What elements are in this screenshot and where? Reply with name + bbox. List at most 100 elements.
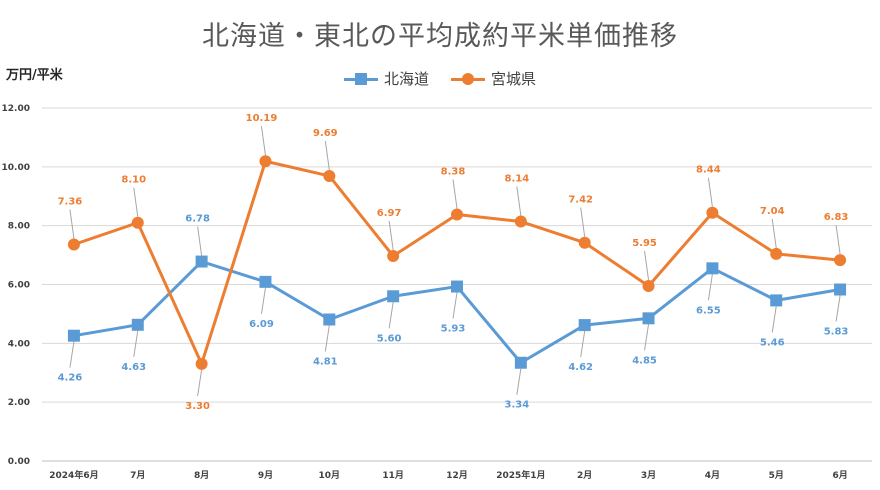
data-label: 4.85 xyxy=(632,355,657,366)
y-tick-label: 8.00 xyxy=(8,222,30,232)
data-label: 3.30 xyxy=(185,401,210,412)
chart-title: 北海道・東北の平均成約平米単価推移 xyxy=(202,21,678,52)
data-label-leader xyxy=(452,179,458,209)
data-point xyxy=(387,249,400,262)
data-label: 6.97 xyxy=(377,208,402,219)
data-label-leader xyxy=(516,368,522,395)
data-point xyxy=(323,313,336,326)
y-tick-label: 2.00 xyxy=(8,398,30,408)
legend-swatch-hokkaido xyxy=(343,72,378,86)
data-label: 9.69 xyxy=(313,128,338,139)
data-point xyxy=(259,155,272,168)
x-tick-label: 2024年6月 xyxy=(49,469,98,481)
x-tick-label: 7月 xyxy=(130,470,145,481)
data-label-leader xyxy=(197,226,203,256)
data-label: 4.26 xyxy=(58,373,83,384)
data-point xyxy=(578,319,591,332)
data-label-leader xyxy=(516,186,522,216)
data-label: 5.93 xyxy=(441,324,466,335)
data-label-leader xyxy=(707,177,713,207)
data-point xyxy=(770,294,783,307)
x-tick-label: 6月 xyxy=(832,470,847,481)
y-tick-label: 12.00 xyxy=(2,104,30,114)
data-point xyxy=(195,255,208,268)
data-label-leader xyxy=(260,287,266,314)
data-label-leader xyxy=(771,218,777,248)
data-point xyxy=(834,254,847,267)
data-label: 7.42 xyxy=(568,195,593,206)
data-label: 8.10 xyxy=(121,175,146,186)
data-label-leader xyxy=(580,207,586,237)
data-point xyxy=(834,283,847,296)
data-label: 7.36 xyxy=(58,196,83,207)
data-label-leader xyxy=(69,209,75,239)
data-label-leader xyxy=(69,341,75,368)
x-tick-label: 8月 xyxy=(194,470,209,481)
data-label: 4.62 xyxy=(568,362,593,373)
data-label-leader xyxy=(835,295,841,322)
series-line-0 xyxy=(73,260,841,365)
x-tick-label: 12月 xyxy=(446,470,468,481)
data-label: 8.44 xyxy=(696,165,721,176)
y-tick-label: 4.00 xyxy=(8,339,30,349)
data-point xyxy=(451,208,463,221)
data-point xyxy=(387,290,400,303)
x-tick-label: 4月 xyxy=(705,470,720,481)
data-label-leader xyxy=(452,292,458,319)
data-point xyxy=(67,329,80,342)
data-label: 8.38 xyxy=(441,166,466,177)
x-tick-label: 11月 xyxy=(382,470,404,481)
data-label-leader xyxy=(580,331,586,358)
data-point xyxy=(451,280,463,293)
y-tick-label: 10.00 xyxy=(2,163,30,173)
data-label-leader xyxy=(324,140,330,171)
y-tick-label: 6.00 xyxy=(8,281,30,291)
x-tick-label: 3月 xyxy=(641,470,656,481)
data-point xyxy=(706,206,719,219)
data-point xyxy=(131,216,144,229)
data-label: 5.83 xyxy=(824,327,849,338)
data-label: 10.19 xyxy=(246,113,278,124)
data-point xyxy=(514,356,527,369)
x-tick-label: 10月 xyxy=(319,470,341,481)
data-point xyxy=(642,312,655,325)
x-tick-label: 5月 xyxy=(769,470,784,481)
chart-legend: 北海道 宮城県 xyxy=(0,68,880,89)
data-label-leader xyxy=(197,369,203,397)
legend-item-miyagi: 宮城県 xyxy=(451,68,536,89)
data-label: 5.46 xyxy=(760,337,785,348)
y-axis-unit-label: 万円/平米 xyxy=(6,68,63,83)
data-point xyxy=(642,279,655,292)
data-point xyxy=(514,215,527,228)
x-tick-label: 2月 xyxy=(577,470,592,481)
data-label-leader xyxy=(133,187,139,217)
data-label-leader xyxy=(644,250,650,281)
data-point xyxy=(323,169,336,182)
data-point xyxy=(131,318,144,331)
x-tick-label: 9月 xyxy=(258,470,273,481)
data-point xyxy=(706,262,719,275)
x-tick-label: 2025年1月 xyxy=(496,469,545,481)
data-label: 6.78 xyxy=(185,214,210,225)
data-point xyxy=(195,357,208,370)
data-point xyxy=(259,275,272,288)
data-label: 7.04 xyxy=(760,206,785,217)
data-point xyxy=(770,247,783,260)
data-label-leader xyxy=(771,306,777,333)
data-label: 4.63 xyxy=(121,362,146,373)
data-label-leader xyxy=(324,325,330,352)
data-label: 5.60 xyxy=(377,333,402,344)
data-label: 8.14 xyxy=(505,174,530,185)
data-label: 4.81 xyxy=(313,357,338,368)
data-label-leader xyxy=(707,274,713,301)
y-tick-label: 0.00 xyxy=(8,457,30,467)
data-label: 6.55 xyxy=(696,305,721,316)
data-point xyxy=(67,238,80,251)
data-label: 6.83 xyxy=(824,212,849,223)
data-label: 6.09 xyxy=(249,319,274,330)
data-label-leader xyxy=(388,302,394,329)
data-label-leader xyxy=(644,324,650,351)
legend-label-miyagi: 宮城県 xyxy=(491,70,537,88)
data-label-leader xyxy=(133,330,139,357)
